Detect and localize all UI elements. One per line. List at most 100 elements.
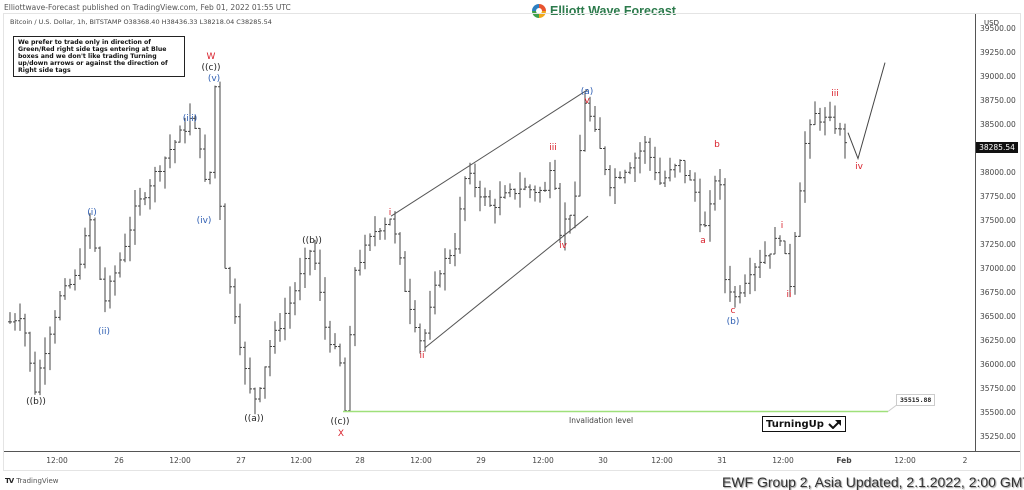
ohlc-bar	[253, 387, 257, 415]
currency-label: USD	[984, 19, 999, 27]
ohlc-bar	[258, 387, 262, 403]
chart-frame[interactable]	[3, 13, 1021, 471]
ohlc-bar	[13, 313, 17, 331]
ohlc-bar	[723, 178, 727, 294]
ohlc-bar	[398, 232, 402, 265]
ohlc-bar	[768, 253, 772, 269]
ohlc-bar	[278, 313, 282, 342]
ohlc-bar	[268, 339, 272, 377]
price-tick: 37250.00	[980, 240, 1016, 249]
wave-label: iv	[559, 241, 568, 251]
time-tick: 12:00	[532, 456, 554, 465]
ohlc-bar	[538, 186, 542, 203]
wave-label: (a)	[581, 87, 594, 97]
symbol-ohlc-line: Bitcoin / U.S. Dollar, 1h, BITSTAMP O383…	[10, 18, 272, 26]
ohlc-bar	[298, 257, 302, 301]
ohlc-bar	[798, 182, 802, 237]
time-tick: 12:00	[46, 456, 68, 465]
price-axis-line	[975, 14, 976, 452]
ohlc-bar	[113, 265, 117, 296]
ohlc-bar	[683, 159, 687, 184]
price-tick: 36250.00	[980, 336, 1016, 345]
ohlc-bar	[613, 168, 617, 205]
ohlc-bar	[363, 234, 367, 270]
ohlc-bar	[438, 270, 442, 288]
wave-label: i	[389, 208, 392, 218]
wave-label: ((b))	[302, 236, 322, 246]
ohlc-bar	[513, 188, 517, 200]
ohlc-bar	[288, 286, 292, 329]
time-tick: 27	[236, 456, 246, 465]
ohlc-bar	[593, 106, 597, 132]
ohlc-bar	[433, 271, 437, 315]
ohlc-bar	[218, 81, 222, 220]
ohlc-bar	[333, 333, 337, 350]
ohlc-bar	[558, 183, 562, 243]
ohlc-bar	[578, 134, 582, 197]
ohlc-bar	[738, 285, 742, 304]
ohlc-bar	[58, 290, 62, 321]
ohlc-bar	[693, 172, 697, 202]
ohlc-bar	[668, 157, 672, 182]
ohlc-bar	[123, 233, 127, 263]
ohlc-bar	[418, 323, 422, 354]
wave-label: ((b))	[26, 397, 46, 407]
ohlc-bar	[708, 190, 712, 242]
ohlc-bar	[703, 211, 707, 228]
ohlc-bar	[603, 146, 607, 176]
price-tick: 35250.00	[980, 432, 1016, 441]
ohlc-bar	[118, 252, 122, 278]
tradingview-logo[interactable]: TV TradingView	[5, 477, 59, 485]
ohlc-bar	[88, 212, 92, 249]
ohlc-bar	[698, 178, 702, 233]
ohlc-bar	[493, 198, 497, 224]
ohlc-bar	[128, 216, 132, 262]
turning-up-badge: TurningUp	[762, 416, 846, 432]
channel-line[interactable]	[424, 215, 589, 349]
ohlc-bar	[823, 107, 827, 136]
ohlc-bar	[293, 282, 297, 316]
ohlc-bar	[763, 241, 767, 265]
ohlc-bar	[358, 249, 362, 276]
wave-label: a	[700, 236, 706, 246]
ohlc-bar	[508, 183, 512, 198]
price-tick: 39500.00	[980, 24, 1016, 33]
ohlc-bar	[323, 277, 327, 340]
time-tick: 2	[962, 456, 968, 465]
wave-label: v	[584, 96, 590, 106]
ohlc-bar	[468, 162, 472, 185]
wave-label: (iv)	[197, 216, 212, 226]
ohlc-bar	[53, 310, 57, 344]
ohlc-bar	[458, 196, 462, 254]
ohlc-bar	[38, 359, 42, 396]
price-tick: 36500.00	[980, 312, 1016, 321]
ohlc-bar	[483, 187, 487, 207]
ohlc-bar	[143, 192, 147, 206]
ohlc-bar	[783, 240, 787, 255]
wave-label: W	[207, 52, 216, 62]
ohlc-bar	[343, 357, 347, 412]
ohlc-bar	[328, 320, 332, 353]
ohlc-bar	[203, 134, 207, 182]
ohlc-bar	[263, 366, 267, 399]
projection-path[interactable]	[847, 62, 886, 161]
ohlc-bar	[843, 123, 847, 159]
time-tick: 28	[355, 456, 365, 465]
time-tick: Feb	[836, 456, 852, 465]
ohlc-bar	[663, 170, 667, 187]
wave-label: (iii)	[183, 114, 198, 124]
ohlc-bar	[443, 248, 447, 291]
time-tick: 30	[598, 456, 608, 465]
invalidation-label: Invalidation level	[569, 416, 634, 425]
ohlc-bar	[598, 117, 602, 150]
time-tick: 12:00	[894, 456, 916, 465]
channel-line[interactable]	[390, 89, 589, 217]
price-tick: 39250.00	[980, 48, 1016, 57]
ohlc-bar	[573, 181, 577, 229]
ohlc-bar	[453, 233, 457, 267]
ewf-logo-icon	[532, 4, 546, 18]
ohlc-bar	[803, 131, 807, 203]
ohlc-bar	[388, 218, 392, 226]
ohlc-bar	[543, 181, 547, 193]
